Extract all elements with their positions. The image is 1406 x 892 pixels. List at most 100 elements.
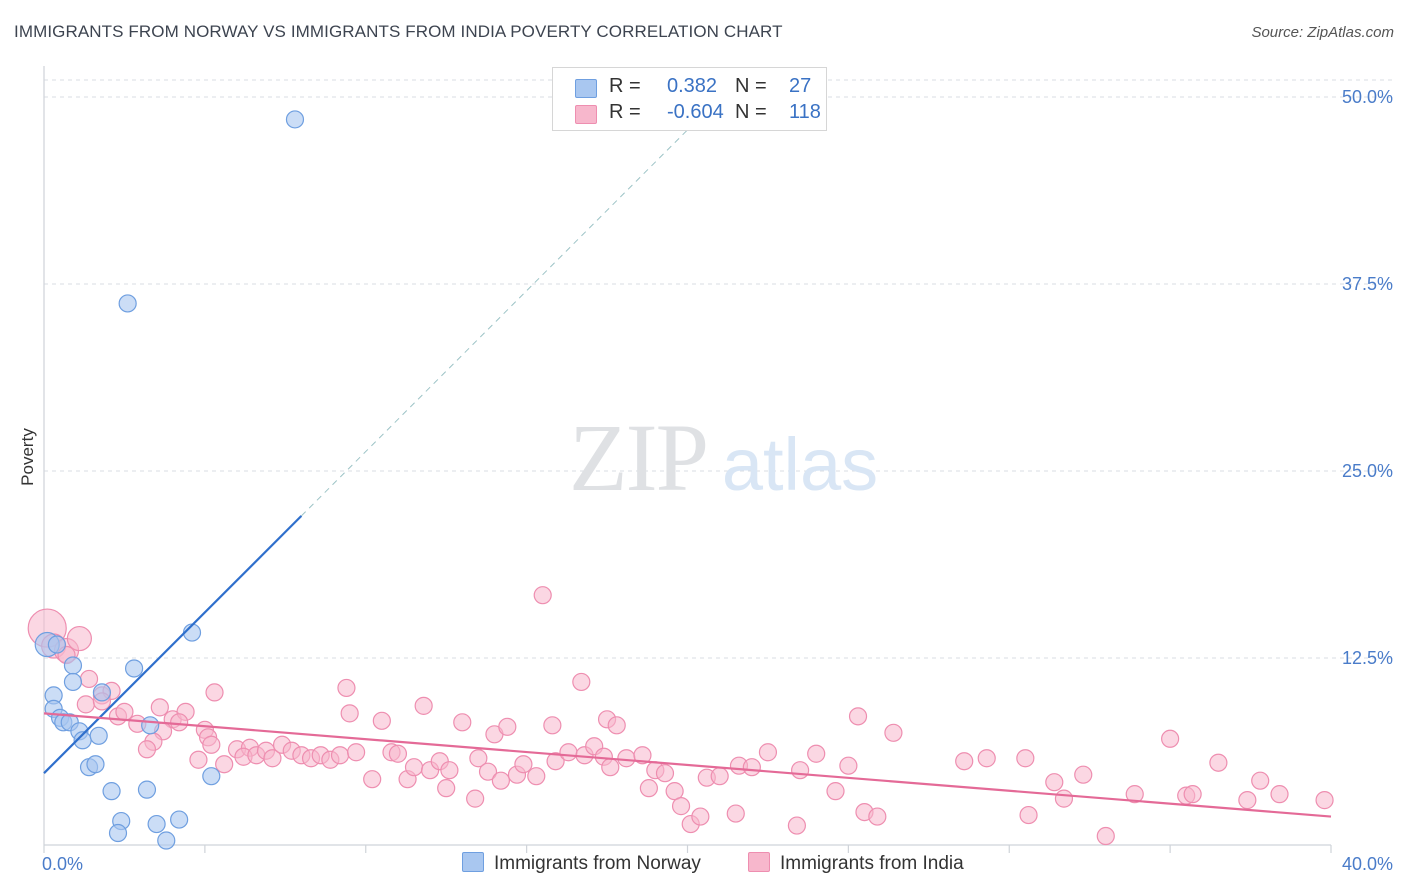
india-swatch bbox=[575, 105, 597, 124]
india-point bbox=[372, 711, 391, 730]
india-point bbox=[617, 749, 636, 768]
india-point bbox=[665, 782, 684, 801]
legend-n-value: 27 bbox=[789, 75, 812, 97]
norway-point bbox=[141, 716, 160, 735]
india-trend-line bbox=[43, 712, 1332, 818]
india-point bbox=[787, 816, 806, 835]
y-tick-label: 25.0% bbox=[1342, 461, 1393, 481]
india-point bbox=[807, 744, 826, 763]
india-point bbox=[1016, 749, 1035, 768]
norway-trend-extension bbox=[301, 129, 688, 517]
india-point bbox=[1096, 826, 1115, 846]
norway-point bbox=[89, 726, 108, 745]
trend-lines bbox=[43, 129, 1332, 818]
legend-n-label: N = bbox=[735, 75, 767, 97]
chart-title: IMMIGRANTS FROM NORWAY VS IMMIGRANTS FRO… bbox=[14, 22, 783, 41]
india-point bbox=[955, 752, 974, 771]
india-point bbox=[115, 702, 134, 721]
india-point bbox=[263, 749, 282, 768]
legend-n-value: 118 bbox=[789, 101, 821, 123]
india-point bbox=[66, 625, 92, 652]
norway-swatch bbox=[575, 79, 597, 98]
norway-point bbox=[63, 656, 83, 675]
india-point bbox=[1315, 791, 1334, 810]
india-point bbox=[1161, 729, 1180, 748]
india-point bbox=[1125, 785, 1144, 804]
india-point bbox=[170, 713, 189, 732]
india-point bbox=[340, 704, 359, 723]
norway-point bbox=[118, 294, 137, 313]
india-point bbox=[791, 761, 810, 780]
correlation-legend: R = 0.382 N = 27 R = -0.604 N = 118 bbox=[552, 67, 827, 131]
india-point bbox=[639, 779, 658, 798]
india-point bbox=[633, 746, 652, 765]
norway-point bbox=[285, 110, 305, 129]
tick-labels: 12.5% 25.0% 37.5% 50.0% 0.0% 40.0% bbox=[42, 87, 1393, 874]
norway-point bbox=[108, 823, 128, 843]
india-point bbox=[137, 740, 157, 759]
legend-r-value: -0.604 bbox=[667, 101, 724, 123]
india-point bbox=[1251, 771, 1270, 790]
india-point bbox=[1074, 765, 1093, 784]
india-point bbox=[572, 672, 591, 692]
india-point bbox=[414, 696, 433, 715]
norway-point bbox=[92, 683, 112, 702]
india-point bbox=[742, 758, 761, 777]
india-point bbox=[388, 744, 408, 763]
india-point bbox=[491, 771, 510, 790]
bottom-legend-india: Immigrants from India bbox=[748, 852, 964, 875]
norway-point bbox=[137, 780, 157, 799]
india-point bbox=[607, 716, 626, 735]
y-axis-title: Poverty bbox=[18, 428, 37, 486]
india-point bbox=[189, 750, 208, 769]
india-legend-swatch bbox=[748, 852, 770, 872]
india-point bbox=[440, 761, 459, 780]
y-tick-label: 37.5% bbox=[1342, 274, 1393, 294]
india-point bbox=[76, 695, 95, 714]
norway-point bbox=[63, 672, 83, 692]
india-point bbox=[671, 797, 691, 816]
norway-legend-label: Immigrants from Norway bbox=[494, 853, 701, 874]
india-point bbox=[346, 743, 366, 762]
india-point bbox=[758, 743, 778, 762]
india-point bbox=[1183, 785, 1202, 804]
bottom-legend-norway: Immigrants from Norway bbox=[462, 852, 701, 875]
india-point bbox=[79, 669, 99, 689]
india-point bbox=[543, 716, 562, 735]
norway-point bbox=[124, 659, 144, 678]
legend-r-value: 0.382 bbox=[667, 75, 718, 97]
india-point bbox=[498, 717, 517, 736]
india-point bbox=[884, 723, 903, 742]
legend-r-label: R = bbox=[609, 75, 641, 97]
y-tick-label: 50.0% bbox=[1342, 87, 1393, 107]
source-credit: Source: ZipAtlas.com bbox=[1251, 24, 1394, 41]
india-point bbox=[710, 767, 729, 786]
india-point bbox=[330, 746, 350, 765]
india-point bbox=[1019, 805, 1038, 825]
watermark: ZIP atlas bbox=[569, 404, 878, 511]
india-point bbox=[546, 752, 565, 771]
india-point bbox=[1209, 753, 1228, 772]
india-point bbox=[601, 758, 620, 777]
india-point bbox=[559, 743, 578, 762]
norway-point bbox=[157, 831, 176, 850]
norway-point bbox=[170, 810, 189, 829]
norway-point bbox=[147, 814, 166, 834]
norway-points bbox=[34, 110, 305, 850]
india-point bbox=[848, 707, 868, 726]
india-point bbox=[150, 698, 169, 717]
norway-point bbox=[202, 767, 221, 786]
india-point bbox=[478, 762, 498, 781]
india-point bbox=[466, 789, 485, 808]
india-point bbox=[337, 678, 356, 698]
india-point bbox=[453, 713, 472, 732]
legend-r-label: R = bbox=[609, 101, 641, 123]
india-point bbox=[655, 764, 675, 783]
legend-n-label: N = bbox=[735, 101, 767, 123]
india-point bbox=[868, 807, 887, 826]
norway-legend-swatch bbox=[462, 852, 484, 872]
india-point bbox=[691, 807, 710, 826]
norway-point bbox=[102, 782, 121, 801]
norway-point bbox=[47, 635, 66, 654]
